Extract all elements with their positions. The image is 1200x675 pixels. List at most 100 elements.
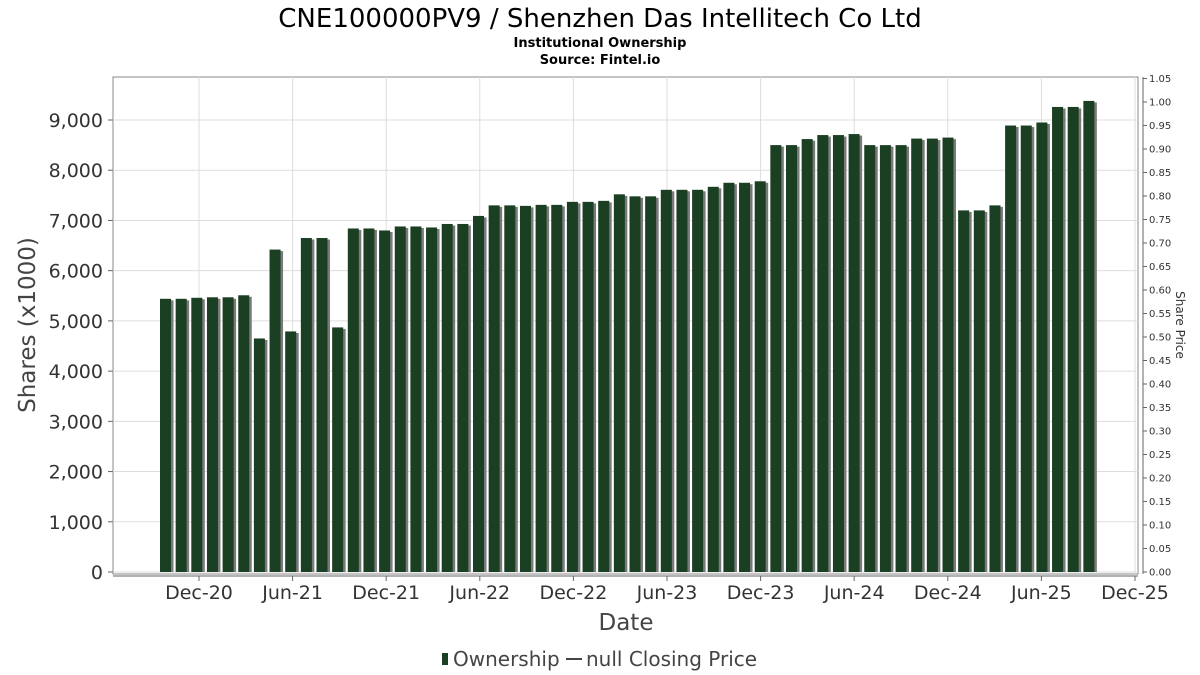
y-axis-label: Shares (x1000) — [15, 237, 41, 413]
y2-tick-label: 0.20 — [1149, 474, 1171, 485]
y-tick-label: 0 — [91, 562, 103, 584]
y-tick-label: 6,000 — [49, 261, 103, 283]
ownership-bar — [832, 135, 844, 573]
legend-ownership-swatch — [442, 653, 448, 665]
chart-subtitle: Institutional Ownership — [514, 36, 687, 51]
y2-tick-label: 0.25 — [1149, 450, 1171, 461]
ownership-bar — [864, 145, 876, 572]
y2-tick-label: 0.50 — [1149, 333, 1171, 344]
y-tick-label: 8,000 — [49, 160, 103, 182]
ownership-bar — [519, 205, 531, 572]
ownership-bar — [770, 145, 782, 572]
ownership-bar — [441, 223, 453, 572]
ownership-bar — [1036, 122, 1048, 572]
y-tick-label: 4,000 — [49, 361, 103, 383]
chart-title: CNE100000PV9 / Shenzhen Das Intellitech … — [278, 4, 921, 34]
ownership-bar — [535, 204, 547, 572]
ownership-bar — [566, 201, 578, 572]
y2-tick-label: 0.65 — [1149, 262, 1171, 273]
y2-tick-label: 0.80 — [1149, 192, 1171, 203]
ownership-bar — [817, 135, 829, 573]
legend: Ownership null Closing Price — [442, 647, 757, 671]
ownership-bar — [1005, 125, 1017, 572]
ownership-bar — [786, 145, 797, 572]
y2-tick-label: 0.40 — [1149, 380, 1171, 391]
ownership-bar — [645, 196, 657, 573]
ownership-bar — [973, 210, 985, 572]
x-axis: Dec-20 Jun-21 Dec-21 Jun-22 Dec-22 Jun-23 Dec-… — [113, 575, 1169, 604]
y2-tick-label: 0.55 — [1149, 309, 1171, 320]
ownership-bar — [253, 338, 265, 572]
legend-ownership-label: Ownership — [453, 647, 560, 671]
ownership-bar — [1067, 106, 1079, 572]
ownership-bar — [723, 182, 735, 572]
y-axis: 0 1,000 2,000 3,000 4,000 5,000 6,000 7,000 8,00… — [49, 110, 113, 584]
ownership-bar — [206, 297, 218, 572]
ownership-bar — [363, 228, 375, 573]
y2-axis: 0.00 0.05 0.10 0.15 0.20 0.25 0.30 0.35 0.40 0.45… — [1142, 74, 1171, 579]
ownership-bar — [942, 137, 954, 573]
ownership-bar — [410, 226, 422, 572]
x-tick-label: Jun-24 — [823, 582, 885, 604]
ownership-bar — [598, 200, 610, 572]
ownership-bar — [1052, 106, 1064, 572]
ownership-bar — [926, 138, 938, 573]
ownership-bar — [989, 205, 1001, 572]
ownership-bar — [911, 138, 923, 573]
x-tick-label: Jun-23 — [636, 582, 698, 604]
ownership-bar — [269, 249, 281, 572]
bars — [160, 100, 1097, 573]
y2-tick-label: 0.45 — [1149, 356, 1171, 367]
ownership-bar — [660, 189, 672, 572]
y2-tick-label: 1.00 — [1149, 98, 1171, 109]
legend-price-label: null Closing Price — [586, 647, 757, 671]
y2-tick-label: 0.15 — [1149, 497, 1171, 508]
x-tick-label: Jun-22 — [448, 582, 510, 604]
ownership-bar — [1083, 100, 1095, 572]
ownership-bar — [848, 134, 860, 572]
ownership-bar — [222, 297, 234, 572]
ownership-bar — [160, 298, 171, 572]
y2-tick-label: 0.90 — [1149, 145, 1171, 156]
ownership-bar — [613, 194, 625, 572]
ownership-bar — [457, 223, 469, 572]
ownership-bar — [958, 210, 970, 572]
ownership-bar — [582, 201, 594, 572]
ownership-bar — [238, 295, 250, 572]
x-tick-label: Dec-22 — [539, 582, 607, 604]
y2-tick-label: 0.30 — [1149, 427, 1171, 438]
ownership-bar — [739, 182, 751, 572]
ownership-bar — [473, 215, 484, 572]
ownership-bar — [801, 139, 813, 572]
ownership-bar — [379, 230, 391, 572]
ownership-bar — [488, 205, 500, 572]
y2-tick-label: 0.35 — [1149, 403, 1171, 414]
y2-tick-label: 1.05 — [1149, 74, 1171, 85]
y-tick-label: 3,000 — [49, 411, 103, 433]
y2-tick-label: 0.95 — [1149, 121, 1171, 132]
ownership-bar — [504, 205, 516, 572]
ownership-bar — [895, 145, 907, 572]
ownership-bar — [300, 238, 312, 572]
y2-tick-label: 0.70 — [1149, 239, 1171, 250]
y2-tick-label: 0.75 — [1149, 215, 1171, 226]
ownership-bar — [332, 327, 344, 572]
x-tick-label: Dec-23 — [727, 582, 795, 604]
ownership-bar — [285, 331, 297, 572]
x-tick-label: Jun-25 — [1010, 582, 1072, 604]
ownership-bar — [175, 298, 187, 572]
ownership-bar — [629, 196, 641, 573]
ownership-bar — [426, 227, 438, 572]
x-tick-label: Dec-25 — [1101, 582, 1169, 604]
ownership-bar — [394, 226, 406, 572]
x-tick-label: Dec-21 — [352, 582, 420, 604]
ownership-bar — [551, 204, 563, 572]
x-tick-label: Jun-21 — [261, 582, 323, 604]
x-tick-label: Dec-20 — [165, 582, 233, 604]
ownership-bar — [707, 186, 719, 572]
ownership-bar — [191, 297, 203, 572]
y-tick-label: 7,000 — [49, 210, 103, 232]
y2-axis-label: Share Price — [1173, 291, 1187, 359]
y2-tick-label: 0.60 — [1149, 286, 1171, 297]
